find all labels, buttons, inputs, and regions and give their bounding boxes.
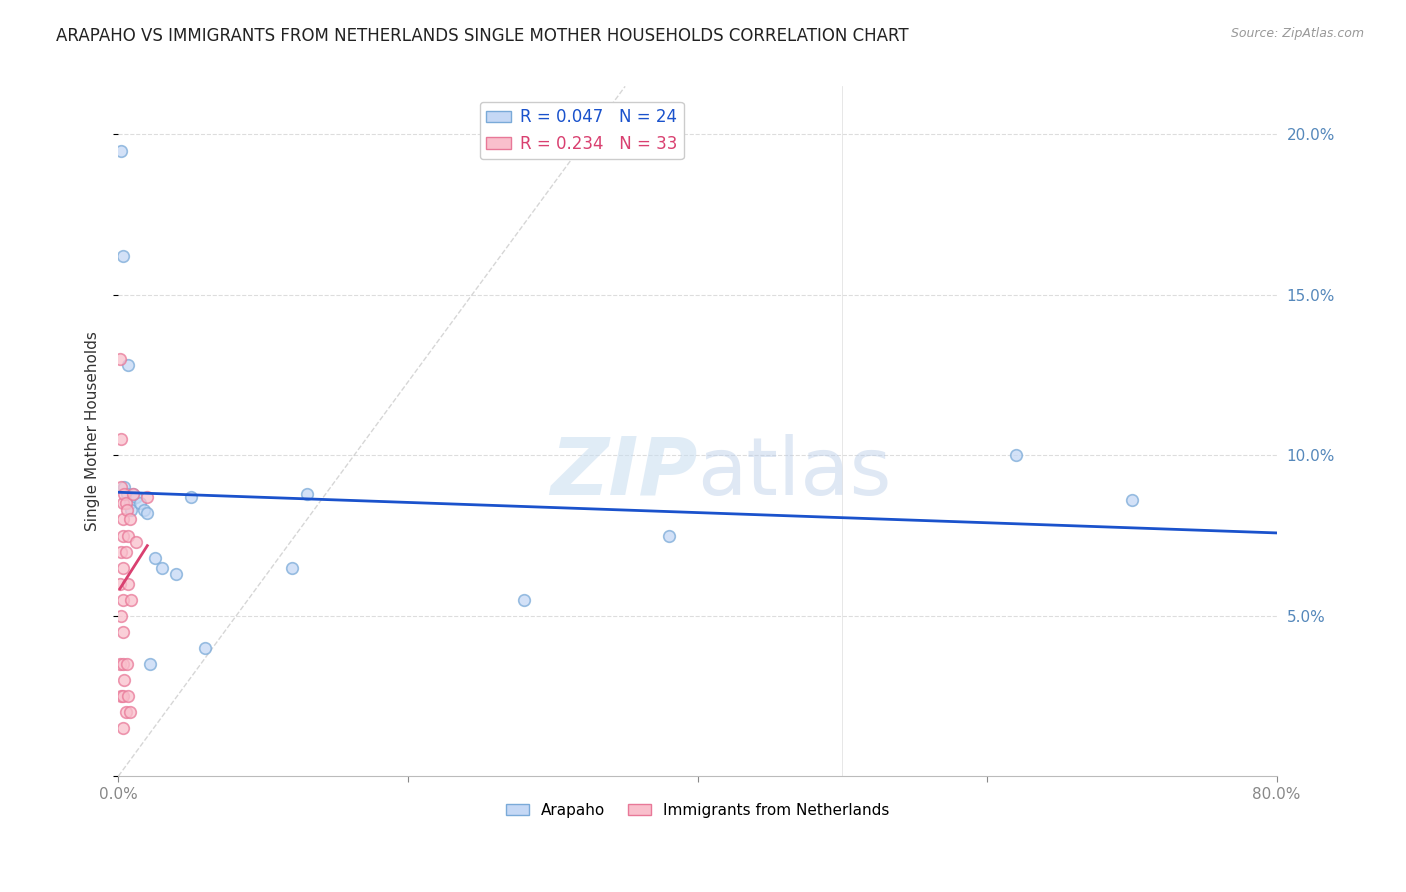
- Point: [1005, 448, 1028, 462]
- Point: [295, 487, 318, 501]
- Point: [657, 528, 679, 542]
- Point: [150, 560, 173, 574]
- Point: [115, 487, 138, 501]
- Point: [112, 487, 135, 501]
- Point: [513, 592, 536, 607]
- Point: [110, 608, 132, 623]
- Point: [180, 490, 202, 504]
- Text: ARAPAHO VS IMMIGRANTS FROM NETHERLANDS SINGLE MOTHER HOUSEHOLDS CORRELATION CHAR: ARAPAHO VS IMMIGRANTS FROM NETHERLANDS S…: [56, 27, 908, 45]
- Point: [111, 689, 134, 703]
- Point: [110, 689, 132, 703]
- Point: [117, 359, 139, 373]
- Point: [165, 567, 187, 582]
- Point: [125, 535, 148, 549]
- Point: [110, 480, 132, 494]
- Point: [117, 689, 139, 703]
- Point: [111, 624, 134, 639]
- Point: [110, 544, 132, 558]
- Point: [1121, 493, 1143, 508]
- Point: [114, 496, 136, 510]
- Point: [281, 560, 304, 574]
- Point: [112, 480, 135, 494]
- Point: [111, 496, 134, 510]
- Point: [121, 487, 143, 501]
- Point: [112, 673, 135, 687]
- Text: Source: ZipAtlas.com: Source: ZipAtlas.com: [1230, 27, 1364, 40]
- Point: [118, 705, 141, 719]
- Point: [111, 592, 134, 607]
- Point: [111, 657, 134, 671]
- Point: [120, 503, 142, 517]
- Point: [115, 503, 138, 517]
- Y-axis label: Single Mother Households: Single Mother Households: [86, 331, 100, 532]
- Point: [111, 249, 134, 263]
- Point: [121, 487, 143, 501]
- Point: [125, 490, 148, 504]
- Point: [111, 528, 134, 542]
- Point: [118, 496, 141, 510]
- Legend: Arapaho, Immigrants from Netherlands: Arapaho, Immigrants from Netherlands: [499, 797, 896, 823]
- Point: [115, 657, 138, 671]
- Point: [139, 657, 162, 671]
- Point: [110, 432, 132, 446]
- Point: [114, 705, 136, 719]
- Text: atlas: atlas: [697, 434, 891, 512]
- Point: [110, 144, 132, 158]
- Point: [117, 528, 139, 542]
- Text: ZIP: ZIP: [550, 434, 697, 512]
- Point: [108, 576, 131, 591]
- Point: [111, 721, 134, 735]
- Point: [114, 544, 136, 558]
- Point: [129, 496, 152, 510]
- Point: [194, 640, 217, 655]
- Point: [117, 576, 139, 591]
- Point: [111, 512, 134, 526]
- Point: [111, 560, 134, 574]
- Point: [134, 503, 156, 517]
- Point: [108, 657, 131, 671]
- Point: [118, 512, 141, 526]
- Point: [120, 592, 142, 607]
- Point: [108, 352, 131, 367]
- Point: [136, 490, 159, 504]
- Point: [143, 551, 166, 566]
- Point: [136, 506, 159, 520]
